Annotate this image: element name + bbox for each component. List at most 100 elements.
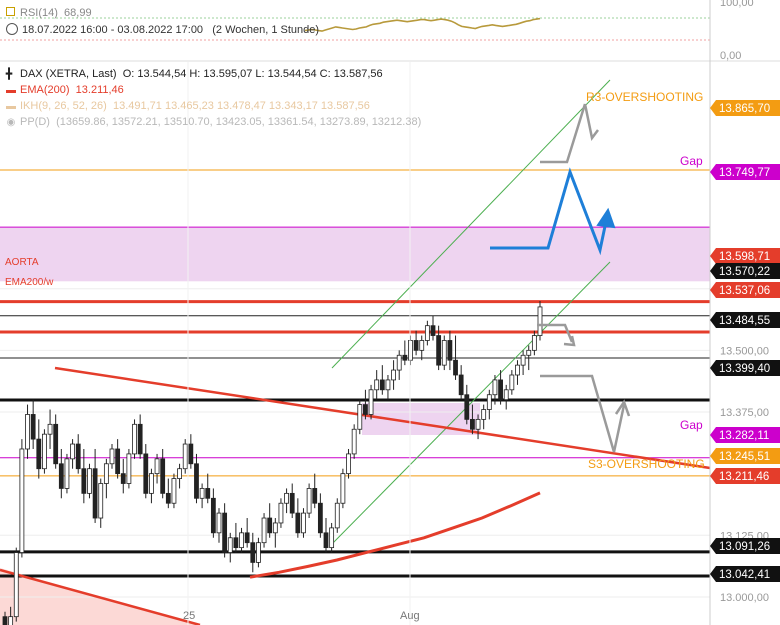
- candle-body: [81, 468, 87, 494]
- candle-body: [103, 463, 109, 484]
- rsi-tick-label: 0,00: [720, 50, 741, 62]
- time-range-legend: 18.07.2022 16:00 - 03.08.2022 17:00 (2 W…: [6, 23, 319, 36]
- candle-body: [36, 438, 42, 470]
- candle-body: [374, 379, 380, 391]
- candle-body: [177, 468, 182, 479]
- candle-body: [486, 394, 492, 410]
- eye-icon: ◉: [6, 117, 16, 128]
- scenario-r3-arrow: [583, 103, 599, 141]
- candle-body: [351, 428, 357, 455]
- candle-body: [239, 532, 244, 549]
- candle-body: [160, 458, 166, 494]
- price-tag: [710, 248, 780, 264]
- candle-body: [531, 335, 537, 351]
- line-icon: ▬: [6, 101, 16, 112]
- descending-trendline: [54, 366, 711, 470]
- candle-body: [188, 443, 194, 465]
- candle-body: [53, 423, 59, 465]
- candle-body: [13, 552, 19, 618]
- time-range: 18.07.2022 16:00 - 03.08.2022 17:00: [22, 24, 204, 36]
- candle-body: [323, 532, 329, 549]
- legend-dax[interactable]: ╋ DAX (XETRA, Last) O: 13.544,54 H: 13.59…: [6, 68, 383, 80]
- line-icon: ▬: [6, 85, 16, 96]
- legend-ikh-values: 13.491,71 13.465,23 13.478,47 13.343,17 …: [112, 100, 370, 112]
- candle-body: [385, 379, 391, 391]
- scenario-down-arrowhead: [563, 335, 576, 347]
- candle-body: [25, 414, 30, 450]
- price-axis: 13.625,0013.500,0013.375,0013.125,0013.0…: [709, 0, 780, 625]
- candle-body: [137, 423, 143, 455]
- candle-body: [284, 492, 289, 504]
- candle-body: [430, 325, 436, 336]
- candle-body: [115, 448, 121, 475]
- candle-body: [256, 542, 261, 563]
- channel-upper: [331, 79, 611, 369]
- legend-ema[interactable]: ▬ EMA(200) 13.211,46: [6, 84, 124, 96]
- candle-body: [19, 448, 25, 553]
- candle-body: [289, 492, 295, 514]
- candle-body: [334, 502, 340, 529]
- candle-body: [470, 418, 475, 430]
- candle-body: [475, 418, 481, 430]
- rsi-legend[interactable]: RSI(14) 68,99: [6, 7, 92, 19]
- candle-body: [165, 492, 171, 504]
- gap-upper-label: Gap: [680, 154, 703, 168]
- price-tag-label: 13.598,71: [719, 251, 770, 263]
- scenario-down-path: [537, 323, 574, 343]
- candle-body: [317, 502, 323, 534]
- price-tag: [710, 263, 780, 279]
- scenario-blue-path: [490, 167, 610, 256]
- candle-body: [458, 374, 464, 396]
- candle-body: [261, 517, 267, 544]
- legend-ikh-name: IKH(9, 26, 52, 26): [20, 100, 107, 112]
- candle-body: [520, 354, 526, 366]
- candle-body: [492, 379, 498, 396]
- candle-body: [143, 453, 149, 494]
- candle-body: [391, 369, 396, 381]
- candle-body: [126, 453, 132, 484]
- price-tag-label: 13.484,55: [719, 315, 770, 327]
- candle-body: [357, 404, 363, 430]
- candle-body: [210, 497, 216, 534]
- candle-body: [2, 616, 8, 625]
- candle-body: [481, 409, 487, 420]
- price-tag: [710, 448, 780, 464]
- candle-body: [64, 458, 70, 489]
- rsi-toggle-icon[interactable]: [6, 7, 15, 16]
- candle-body: [250, 542, 256, 563]
- legend-ikh[interactable]: ▬ IKH(9, 26, 52, 26) 13.491,71 13.465,23 …: [6, 100, 370, 112]
- candle-body: [464, 394, 470, 420]
- legend-pp[interactable]: ◉ PP(D) (13659.86, 13572.21, 13510.70, 13…: [6, 116, 422, 128]
- scenario-s3-arrowhead: [614, 399, 631, 417]
- price-tag-label: 13.245,51: [719, 451, 770, 463]
- candle-body: [92, 468, 98, 519]
- candle-body: [58, 463, 64, 489]
- scenario-blue-arrowhead: [596, 207, 616, 229]
- candle-body: [70, 443, 75, 460]
- y-tick-label: 13.000,00: [720, 592, 769, 604]
- candle-body: [199, 488, 205, 499]
- candle-body: [503, 389, 509, 401]
- candle-body: [537, 306, 543, 336]
- scenario-s3-path: [540, 374, 626, 453]
- time-interval: (2 Wochen, 1 Stunde): [212, 24, 320, 36]
- candle-body: [244, 532, 250, 544]
- candle-body: [149, 473, 154, 494]
- rsi-label: RSI(14): [20, 7, 58, 19]
- candle-body: [267, 517, 273, 534]
- candle-body: [509, 374, 515, 391]
- main-chart-panel: R3-OVERSHOOTING S3-OVERSHOOTING Gap Gap AORT…: [0, 62, 711, 625]
- candle-body: [8, 616, 14, 625]
- candle-body: [278, 502, 284, 524]
- candle-body: [329, 527, 335, 549]
- candle-body: [42, 433, 47, 470]
- candle-body: [379, 379, 385, 391]
- channel-lower: [329, 261, 611, 547]
- candle-body: [171, 478, 177, 504]
- price-tag: [710, 427, 780, 443]
- candle-body: [194, 463, 199, 499]
- legend-ema-name: EMA(200): [20, 84, 70, 96]
- candle-body: [368, 389, 374, 415]
- candle-body: [47, 423, 53, 435]
- candle-body: [154, 458, 160, 475]
